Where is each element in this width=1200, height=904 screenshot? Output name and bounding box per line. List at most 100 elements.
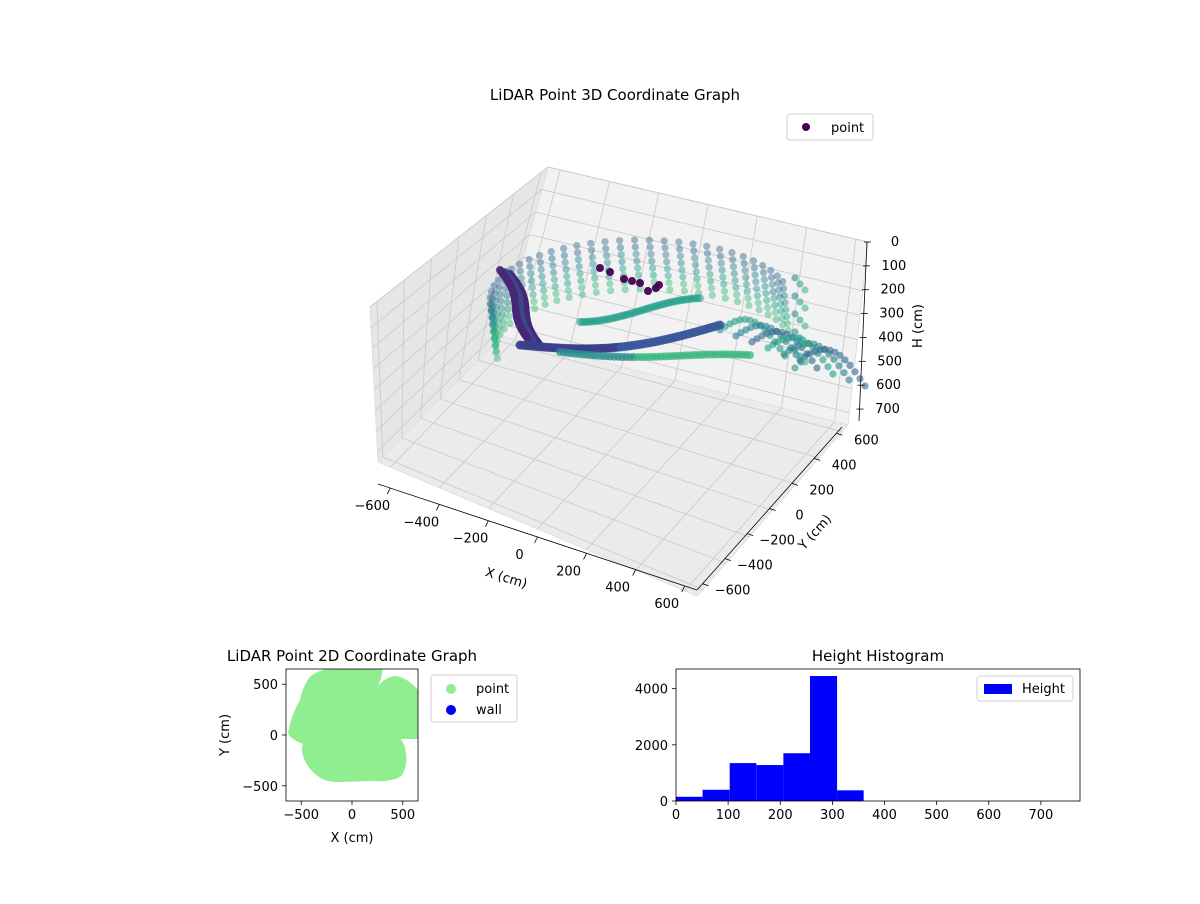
point-3d-103 bbox=[565, 293, 573, 301]
point-3d-243 bbox=[781, 298, 789, 307]
point-3d-710 bbox=[636, 279, 644, 287]
x-tick-label-hist-0: 0 bbox=[672, 808, 680, 823]
point-3d-182 bbox=[707, 284, 716, 292]
point-3d-715 bbox=[606, 268, 614, 276]
point-3d-239 bbox=[779, 321, 787, 329]
grid-z-4 bbox=[373, 256, 858, 391]
point-3d-152 bbox=[660, 237, 668, 245]
point-3d-137 bbox=[631, 243, 639, 251]
histogram-bar-0 bbox=[676, 796, 703, 801]
point-3d-73 bbox=[526, 263, 534, 271]
point-3d-32 bbox=[490, 282, 498, 290]
point-3d-45 bbox=[499, 311, 507, 319]
point-3d-344 bbox=[791, 346, 799, 354]
point-3d-226 bbox=[768, 280, 776, 289]
point-3d-233 bbox=[774, 279, 782, 287]
point-3d-111 bbox=[578, 291, 587, 299]
point-3d-301 bbox=[819, 356, 827, 364]
x-tick-3d-5 bbox=[632, 569, 637, 576]
point-3d-315 bbox=[835, 362, 843, 370]
point-3d-343 bbox=[801, 340, 809, 348]
point-3d-90 bbox=[549, 262, 557, 270]
y-tick-3d-5 bbox=[813, 457, 821, 461]
point-3d-327 bbox=[841, 356, 849, 364]
point-3d-120 bbox=[601, 238, 609, 246]
point-3d-162 bbox=[676, 252, 685, 260]
x-tick-label-3d-0: −600 bbox=[354, 499, 390, 514]
point-3d-86 bbox=[540, 293, 549, 301]
x-tick-label-2d-2: 500 bbox=[390, 808, 415, 823]
chart-3d-title: LiDAR Point 3D Coordinate Graph bbox=[490, 86, 740, 104]
point-3d-100 bbox=[563, 272, 571, 280]
point-3d-236 bbox=[776, 300, 785, 308]
point-3d-65 bbox=[516, 267, 525, 275]
point-3d-339 bbox=[796, 316, 804, 324]
point-3d-11 bbox=[489, 320, 497, 329]
x-tick-label-3d-3: 0 bbox=[515, 548, 523, 563]
point-3d-229 bbox=[771, 301, 779, 310]
point-3d-244 bbox=[782, 305, 790, 314]
histogram-bar-4 bbox=[783, 753, 810, 801]
y-tick-label-hist-2: 4000 bbox=[635, 683, 668, 698]
point-3d-177 bbox=[703, 249, 712, 257]
point-3d-108 bbox=[576, 270, 584, 278]
point-3d-98 bbox=[561, 258, 569, 266]
grid-floor-y-5 bbox=[478, 359, 820, 459]
point-3d-225 bbox=[767, 273, 776, 282]
point-3d-123 bbox=[603, 259, 612, 267]
point-3d-331 bbox=[861, 382, 869, 390]
point-3d-113 bbox=[587, 246, 596, 254]
y-tick-label-3d-3: 0 bbox=[795, 509, 803, 524]
point-3d-5 bbox=[492, 340, 500, 348]
point-3d-119 bbox=[592, 288, 600, 296]
point-3d-241 bbox=[779, 284, 788, 293]
point-3d-314 bbox=[830, 355, 838, 363]
point-3d-15 bbox=[492, 348, 500, 357]
point-3d-92 bbox=[550, 276, 559, 284]
point-3d-199 bbox=[733, 298, 742, 306]
point-3d-201 bbox=[740, 259, 748, 268]
grid-back-x-1 bbox=[568, 181, 610, 354]
point-3d-13 bbox=[490, 334, 498, 343]
x-tick-3d-6 bbox=[681, 585, 686, 593]
x-tick-label-2d-1: 0 bbox=[348, 808, 356, 823]
point-3d-130 bbox=[617, 251, 625, 259]
point-3d-157 bbox=[664, 272, 672, 280]
point-3d-158 bbox=[665, 279, 673, 287]
point-cloud-3d bbox=[486, 236, 869, 390]
grid-side-y-5 bbox=[477, 193, 515, 361]
point-3d-112 bbox=[587, 239, 595, 247]
x-tick-label-hist-6: 600 bbox=[976, 808, 1001, 823]
point-3d-197 bbox=[732, 284, 740, 292]
grid-back-x-6 bbox=[834, 239, 857, 422]
y-tick-label-3d-6: 600 bbox=[854, 433, 879, 448]
y-tick-3d-3 bbox=[769, 508, 776, 511]
point-3d-83 bbox=[538, 272, 546, 280]
point-3d-126 bbox=[606, 280, 614, 288]
point-3d-707 bbox=[696, 294, 704, 303]
point-3d-10 bbox=[488, 313, 496, 322]
point-3d-42 bbox=[496, 290, 504, 298]
grid-z-6 bbox=[376, 301, 853, 432]
point-3d-22 bbox=[491, 335, 499, 344]
point-3d-219 bbox=[761, 282, 769, 291]
point-3d-24 bbox=[487, 287, 496, 296]
point-3d-302 bbox=[824, 363, 832, 371]
point-3d-188 bbox=[719, 273, 727, 281]
point-3d-91 bbox=[550, 269, 558, 277]
point-3d-713 bbox=[655, 281, 663, 289]
point-3d-346 bbox=[801, 358, 809, 366]
chart-3d-scatter: LiDAR Point 3D Coordinate Graph −600 −400… bbox=[354, 86, 926, 612]
legend-histogram-frame bbox=[976, 675, 1074, 702]
grid-floor-y-2 bbox=[420, 417, 750, 538]
point-3d-230 bbox=[771, 308, 780, 317]
point-3d-101 bbox=[564, 279, 572, 287]
point-3d-316 bbox=[840, 369, 848, 377]
point-3d-260 bbox=[776, 345, 784, 353]
point-3d-20 bbox=[489, 321, 497, 330]
point-3d-156 bbox=[663, 265, 672, 273]
point-3d-205 bbox=[743, 287, 751, 296]
point-3d-708 bbox=[620, 275, 628, 283]
grid-floor-y-6 bbox=[497, 340, 843, 433]
